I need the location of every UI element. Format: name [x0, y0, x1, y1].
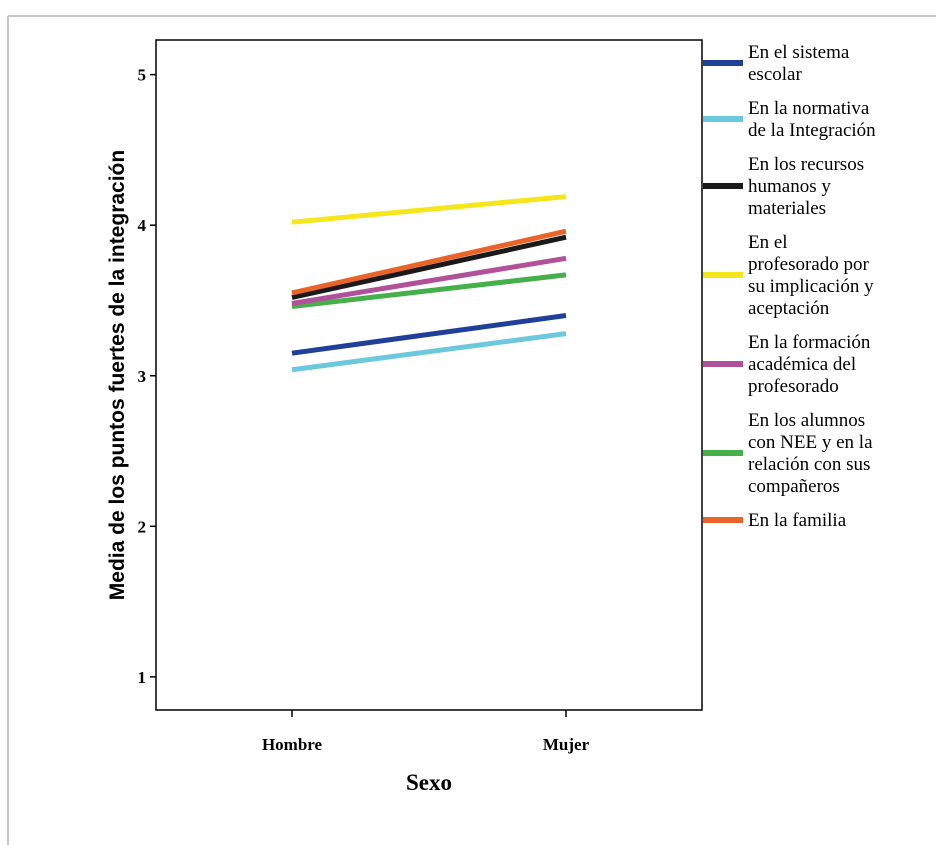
y-axis: 1 2 3 4 5 [138, 66, 156, 687]
legend-label: En el sistema [748, 42, 850, 63]
y-tick-label: 1 [138, 668, 147, 687]
y-tick-label: 2 [138, 517, 147, 536]
legend-label: con NEE y en la [748, 432, 873, 453]
legend-label: En los recursos [748, 154, 864, 175]
y-axis-title: Media de los puntos fuertes de la integr… [106, 150, 129, 600]
legend-label: En los alumnos [748, 410, 865, 431]
series-line [291, 331, 567, 373]
x-tick-label: Hombre [262, 735, 323, 754]
legend-label: humanos y [748, 176, 831, 197]
legend-label: compañeros [748, 476, 840, 497]
legend-label: académica del [748, 354, 856, 375]
series-line [291, 234, 567, 300]
legend-label: aceptación [748, 298, 830, 319]
legend-label: materiales [748, 198, 826, 219]
series-line [291, 255, 567, 306]
legend-label: de la Integración [748, 120, 876, 141]
legend-label: En la normativa [748, 98, 870, 119]
y-tick-label: 5 [138, 66, 147, 85]
legend-label: En la familia [748, 510, 847, 531]
series-lines [291, 194, 567, 373]
legend-label: En el [748, 232, 788, 253]
series-line [291, 313, 567, 356]
legend-label: relación con sus [748, 454, 870, 475]
series-line [291, 228, 567, 296]
x-tick-label: Mujer [543, 735, 590, 754]
legend-label: su implicación y [748, 276, 874, 297]
series-line [291, 194, 567, 225]
legend-label: escolar [748, 64, 802, 85]
series-line [291, 272, 567, 309]
legend-label: En la formación [748, 332, 871, 353]
y-tick-label: 3 [138, 367, 147, 386]
y-tick-label: 4 [138, 216, 147, 235]
legend-label: profesorado [748, 376, 839, 397]
x-axis-title: Sexo [406, 770, 452, 795]
legend-label: profesorado por [748, 254, 869, 275]
plot-area [155, 39, 703, 711]
x-axis: Hombre Mujer [262, 710, 590, 754]
